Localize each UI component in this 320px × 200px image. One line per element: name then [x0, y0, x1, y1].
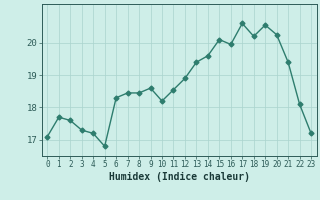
X-axis label: Humidex (Indice chaleur): Humidex (Indice chaleur) [109, 172, 250, 182]
